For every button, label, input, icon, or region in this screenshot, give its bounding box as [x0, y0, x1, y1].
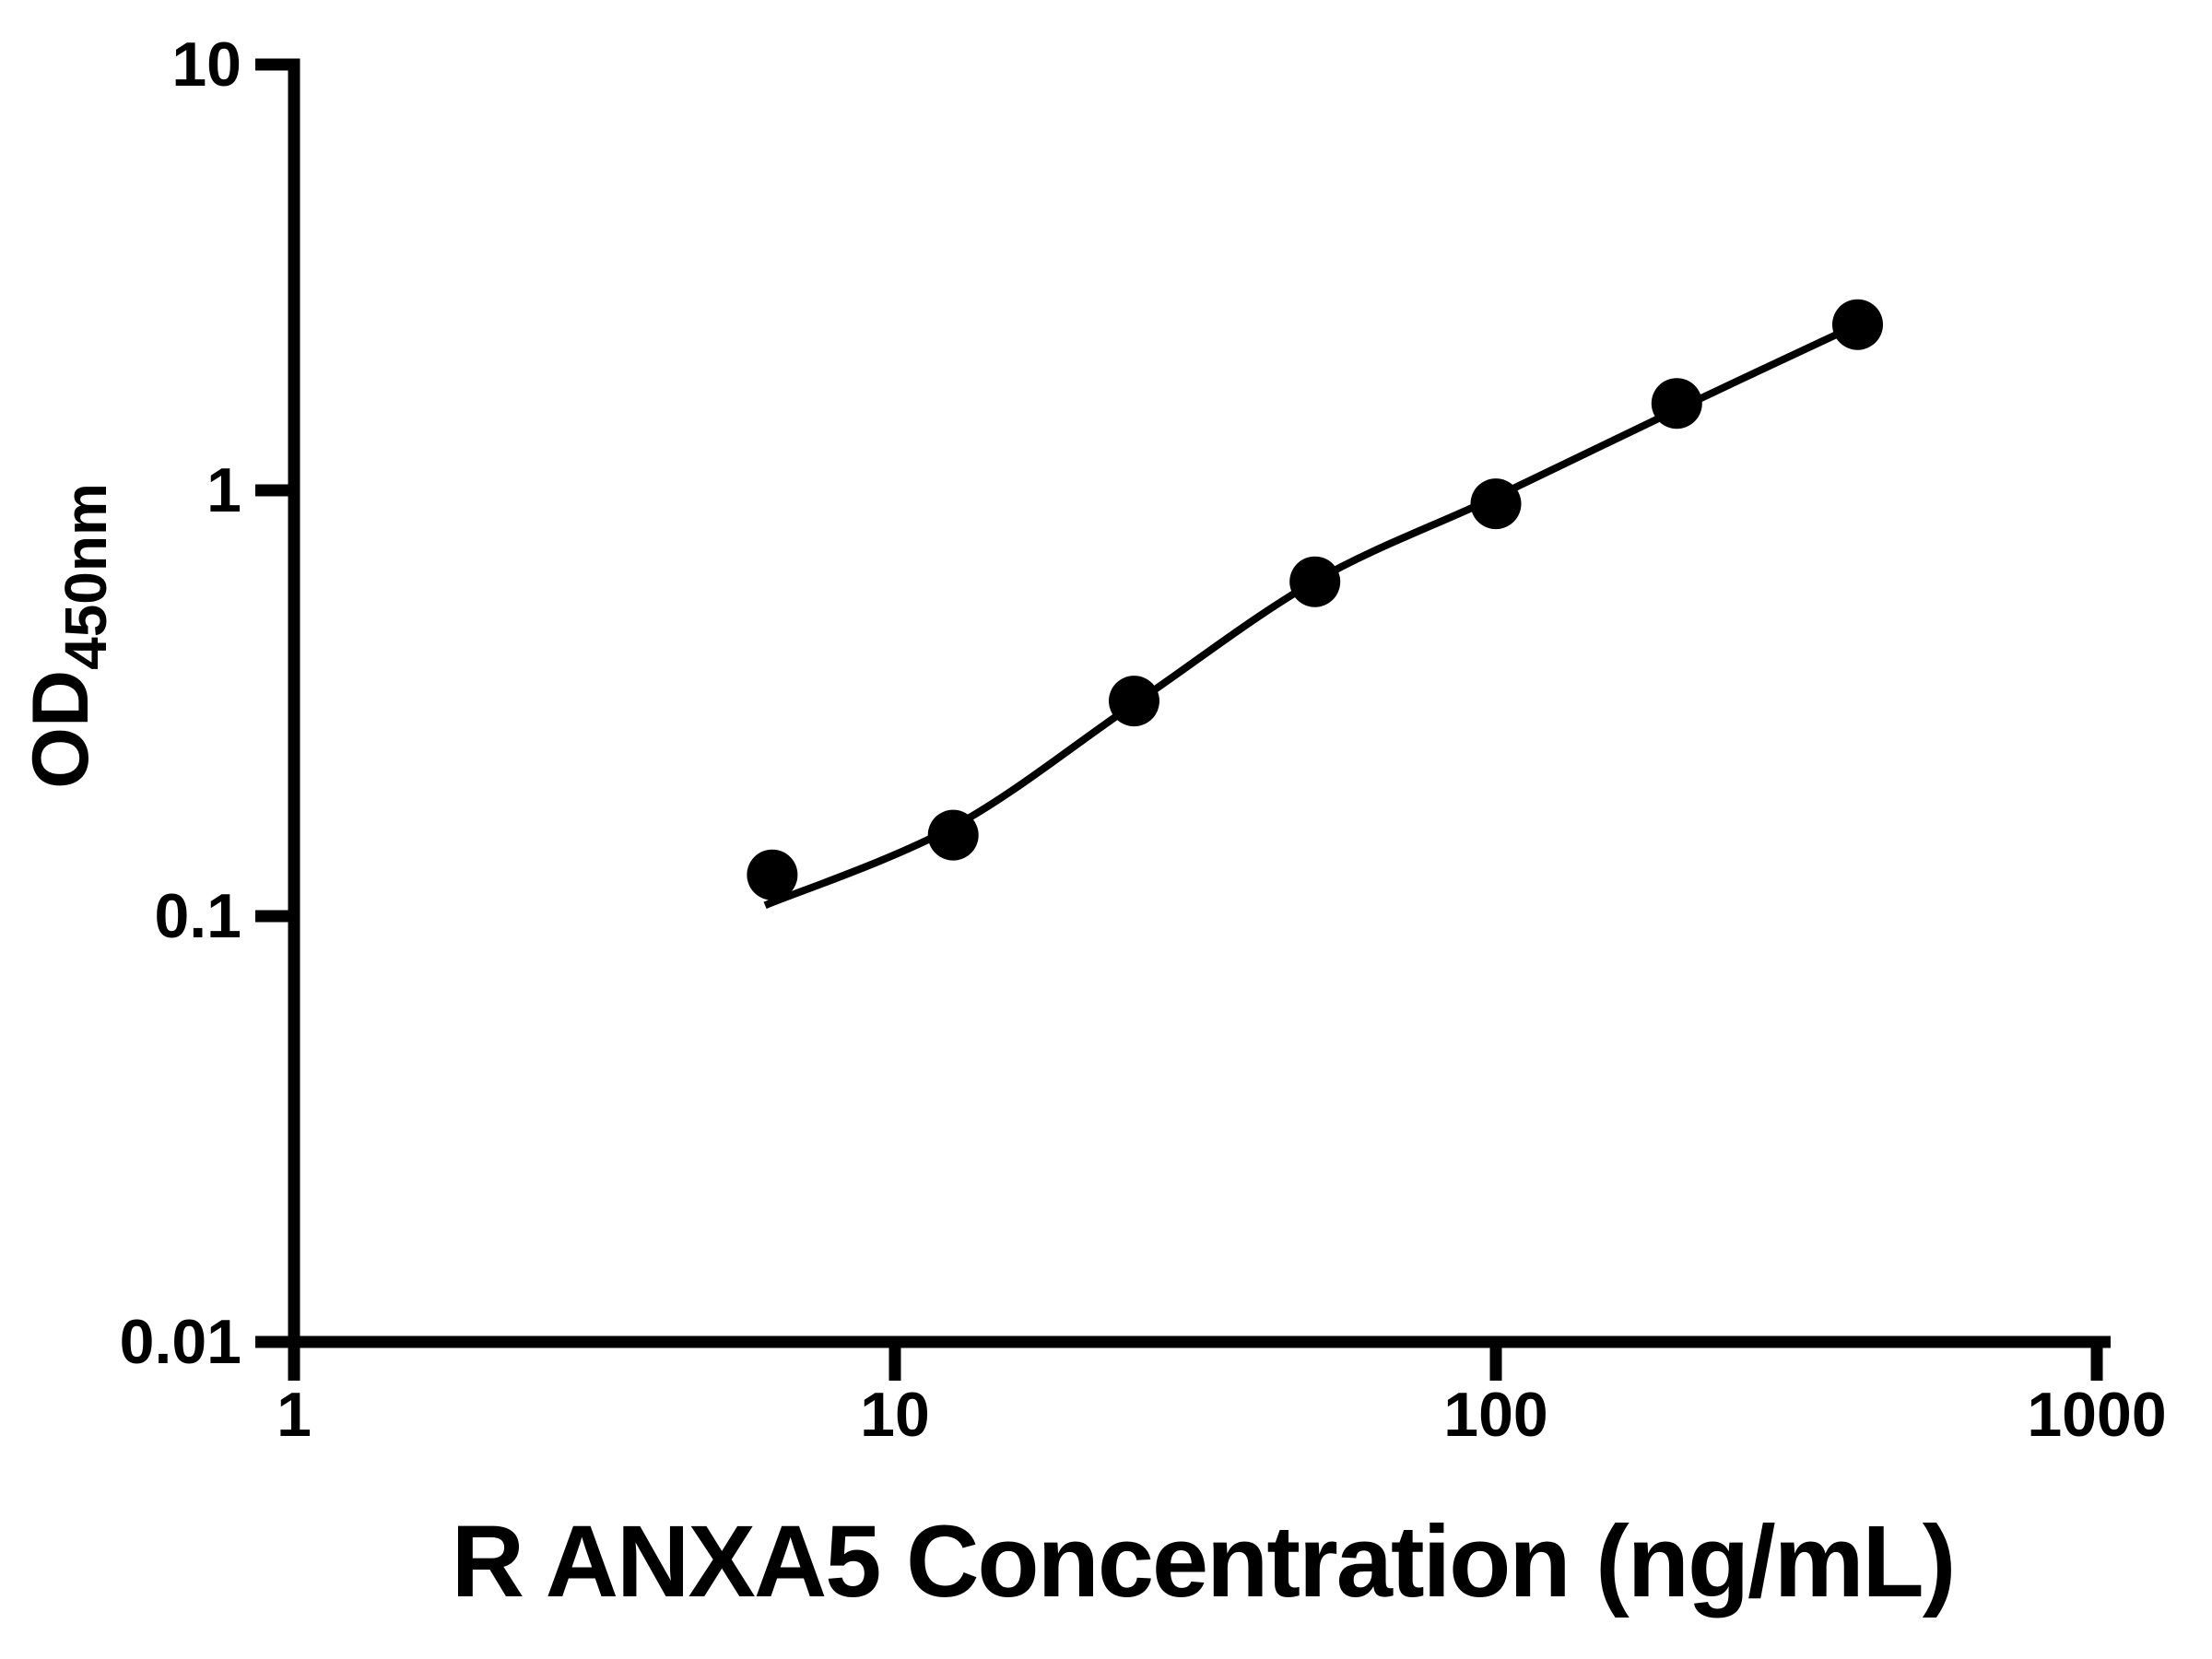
data-point — [927, 809, 979, 861]
y-axis-title-main: OD — [17, 670, 105, 789]
x-tick-label: 1 — [276, 1380, 312, 1450]
data-point — [1470, 478, 1522, 530]
data-point — [1832, 299, 1883, 350]
y-tick-label: 0.01 — [120, 1307, 241, 1377]
x-axis-title: R ANXA5 Concentration (ng/mL) — [452, 1505, 1955, 1618]
x-axis: 1 10 100 1000 R ANXA5 Concentration (ng/mL) — [276, 1335, 2167, 1618]
data-point — [1109, 676, 1159, 727]
y-tick-label: 0.1 — [154, 881, 241, 951]
y-axis: 10 1 0.1 0.01 OD450nm — [17, 29, 300, 1377]
y-axis-title: OD450nm — [17, 483, 119, 789]
x-tick-label: 1000 — [2027, 1380, 2166, 1450]
data-point — [1289, 556, 1341, 607]
plot-area — [747, 299, 1883, 909]
data-point — [747, 849, 798, 900]
data-point — [1651, 378, 1702, 429]
x-tick-label: 10 — [860, 1380, 930, 1450]
y-tick-label: 10 — [171, 29, 241, 100]
y-axis-title-subscript: 450nm — [53, 483, 119, 670]
y-tick-label: 1 — [206, 455, 241, 525]
x-tick-label: 100 — [1443, 1380, 1547, 1450]
